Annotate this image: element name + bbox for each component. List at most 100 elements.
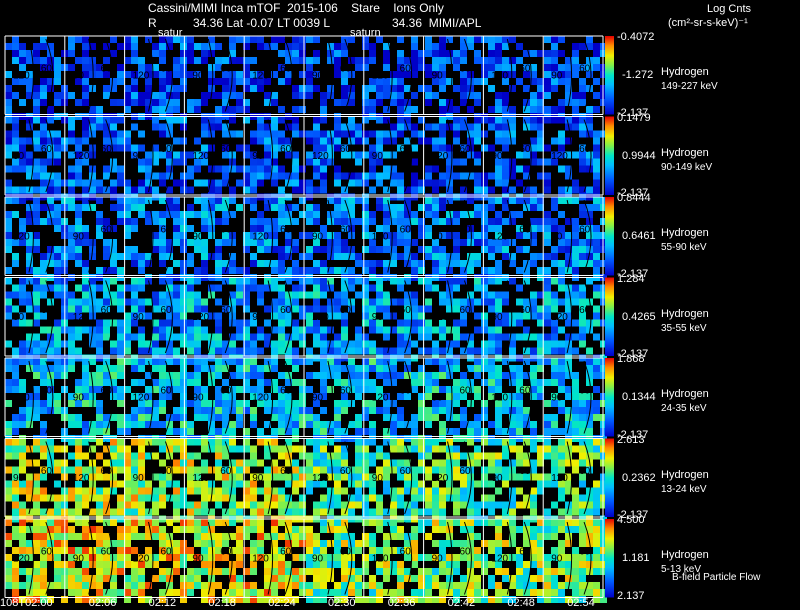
heatmap-cell: [446, 428, 453, 435]
heatmap-cell: [194, 533, 201, 540]
heatmap-cell: [432, 540, 439, 547]
heatmap-cell: [96, 320, 103, 327]
heatmap-cell: [208, 561, 215, 568]
heatmap-cell: [313, 334, 320, 341]
heatmap-cell: [369, 285, 376, 292]
angle-label: 90: [312, 70, 324, 81]
heatmap-cell: [117, 211, 124, 218]
heatmap-cell: [103, 131, 110, 138]
heatmap-cell: [96, 106, 103, 113]
heatmap-cell: [460, 173, 467, 180]
heatmap-cell: [138, 488, 145, 495]
heatmap-cell: [593, 453, 600, 460]
heatmap-cell: [362, 197, 369, 204]
heatmap-cell: [572, 460, 579, 467]
heatmap-cell: [292, 285, 299, 292]
angle-label: 60: [220, 385, 232, 396]
heatmap-cell: [383, 117, 390, 124]
heatmap-cell: [467, 78, 474, 85]
heatmap-cell: [173, 117, 180, 124]
heatmap-cell: [47, 439, 54, 446]
heatmap-cell: [439, 253, 446, 260]
heatmap-cell: [264, 575, 271, 582]
heatmap-cell: [593, 159, 600, 166]
heatmap-cell: [110, 204, 117, 211]
heatmap-cell: [180, 428, 187, 435]
heatmap-cell: [348, 358, 355, 365]
heatmap-cell: [509, 519, 516, 526]
heatmap-cell: [523, 166, 530, 173]
heatmap-cell: [558, 260, 565, 267]
angle-label: 120: [551, 312, 568, 323]
heatmap-cell: [579, 481, 586, 488]
heatmap-cell: [355, 488, 362, 495]
angle-label: 60: [41, 63, 53, 74]
heatmap-cell: [383, 575, 390, 582]
heatmap-cell: [593, 502, 600, 509]
heatmap-cell: [320, 106, 327, 113]
heatmap-cell: [82, 519, 89, 526]
heatmap-cell: [572, 50, 579, 57]
angle-label: 120: [491, 231, 508, 242]
heatmap-cell: [54, 407, 61, 414]
heatmap-cell: [565, 292, 572, 299]
angle-label: 120: [73, 473, 90, 484]
heatmap-cell: [376, 365, 383, 372]
heatmap-cell: [551, 453, 558, 460]
heatmap-cell: [75, 138, 82, 145]
heatmap-cell: [26, 488, 33, 495]
heatmap-cell: [320, 526, 327, 533]
heatmap-cell: [54, 365, 61, 372]
heatmap-cell: [474, 547, 481, 554]
heatmap-cell: [40, 253, 47, 260]
heatmap-cell: [341, 327, 348, 334]
heatmap-cell: [425, 124, 432, 131]
heatmap-cell: [117, 117, 124, 124]
heatmap-cell: [425, 92, 432, 99]
heatmap-cell: [236, 99, 243, 106]
heatmap-cell: [572, 554, 579, 561]
heatmap-cell: [82, 43, 89, 50]
heatmap-cell: [502, 57, 509, 64]
heatmap-cell: [131, 568, 138, 575]
heatmap-cell: [54, 481, 61, 488]
heatmap-cell: [292, 446, 299, 453]
heatmap-cell: [89, 533, 96, 540]
heatmap-cell: [474, 414, 481, 421]
angle-label: 120: [192, 312, 209, 323]
heatmap-cell: [173, 260, 180, 267]
heatmap-cell: [201, 509, 208, 516]
heatmap-cell: [362, 386, 369, 393]
heatmap-cell: [96, 180, 103, 187]
heatmap-cell: [299, 334, 306, 341]
heatmap-cell: [12, 292, 19, 299]
heatmap-cell: [593, 365, 600, 372]
heatmap-cell: [432, 348, 439, 355]
heatmap-cell: [397, 78, 404, 85]
heatmap-cell: [530, 197, 537, 204]
heatmap-cell: [117, 467, 124, 474]
heatmap-cell: [271, 285, 278, 292]
heatmap-cell: [138, 285, 145, 292]
heatmap-cell: [194, 211, 201, 218]
heatmap-cell: [82, 36, 89, 43]
angle-label: 60: [519, 224, 531, 235]
heatmap-cell: [544, 267, 551, 274]
heatmap-cell: [313, 327, 320, 334]
heatmap-cell: [138, 414, 145, 421]
heatmap-cell: [558, 428, 565, 435]
heatmap-cell: [306, 421, 313, 428]
heatmap-cell: [159, 260, 166, 267]
heatmap-cell: [264, 407, 271, 414]
angle-label: 60: [579, 224, 591, 235]
heatmap-cell: [369, 341, 376, 348]
heatmap-cell: [89, 71, 96, 78]
heatmap-cell: [173, 218, 180, 225]
heatmap-cell: [33, 306, 40, 313]
heatmap-cell: [488, 495, 495, 502]
heatmap-cell: [572, 526, 579, 533]
heatmap-cell: [110, 239, 117, 246]
heatmap-cell: [26, 474, 33, 481]
heatmap-cell: [299, 327, 306, 334]
heatmap-cell: [159, 50, 166, 57]
